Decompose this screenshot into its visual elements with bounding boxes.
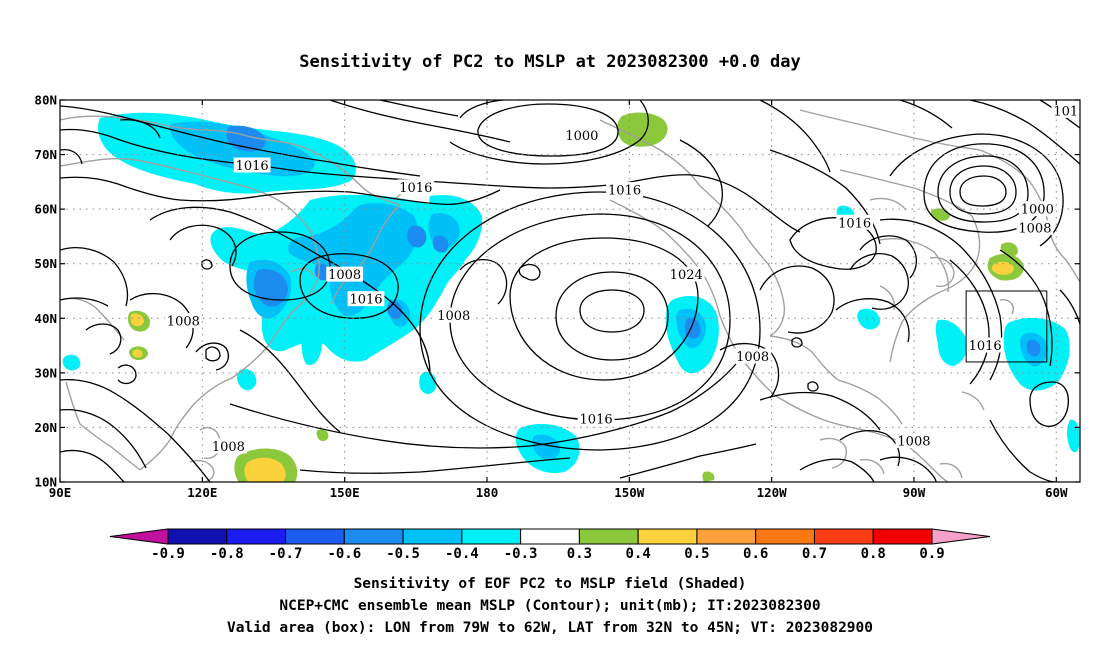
contour-label: 1016: [969, 339, 1002, 354]
lon-tick-label: 90W: [903, 485, 926, 500]
colorbar-label: -0.4: [445, 546, 479, 562]
contour-label-bg: [563, 127, 601, 143]
colorbar-label: 0.6: [743, 546, 768, 562]
contour-label-bg: [1051, 102, 1080, 118]
colorbar-label: -0.7: [269, 546, 303, 562]
colorbar-bin: [755, 528, 815, 545]
contour-label: 1000: [565, 129, 598, 144]
colorbar-label: 0.7: [802, 546, 827, 562]
lon-tick-label: 120W: [757, 485, 788, 500]
colorbar-bin: [578, 528, 639, 545]
contour-label-bg: [966, 337, 1004, 353]
plot-frame: [59, 99, 1081, 483]
lat-tick-label: 20N: [34, 420, 57, 435]
colorbar-bin: [872, 528, 933, 545]
caption-line-3: Valid area (box): LON from 79W to 62W, L…: [227, 620, 873, 636]
contour-label-bg: [577, 411, 615, 427]
colorbar: -0.9 -0.8 -0.7 -0.6 -0.5 -0.4 -0.3 0.3 0.4 0.5 0.6…: [109, 528, 991, 562]
contour-label: 101: [1053, 104, 1078, 119]
contour-label-bg: [1018, 201, 1056, 217]
contour-label: 1008: [212, 440, 245, 455]
colorbar-label: 0.8: [861, 546, 886, 562]
colorbar-bin: [343, 528, 404, 545]
lat-tick-label: 30N: [34, 365, 57, 380]
colorbar-bin: [813, 528, 874, 545]
contour-label: 1000: [1021, 203, 1054, 218]
contour-labels: 1000 101 1016 1016 1016 1000 1016 1008 1008 1024 1…: [164, 102, 1080, 455]
shading-positive-moderate: [130, 261, 1014, 482]
caption-line-1: Sensitivity of EOF PC2 to MSLP field (Sh…: [354, 576, 747, 592]
colorbar-label: -0.8: [210, 546, 244, 562]
contour-label: 1016: [608, 184, 641, 199]
contour-label: 1008: [437, 309, 470, 324]
contour-label: 1008: [167, 315, 200, 330]
contour-label-bg: [836, 214, 874, 230]
lat-tick-label: 10N: [34, 475, 57, 490]
colorbar-low-arrow: [109, 528, 169, 545]
lon-tick-label: 90E: [49, 485, 72, 500]
grid-lines: [60, 100, 1080, 482]
contour-label: 1016: [580, 413, 613, 428]
contour-label: 1024: [670, 268, 703, 283]
colorbar-bin: [696, 528, 757, 545]
valid-area-box: [965, 290, 1048, 363]
latitude-axis: 80N 70N 60N 50N 40N 30N 20N 10N: [34, 93, 1080, 490]
lon-tick-label: 150E: [330, 485, 360, 500]
colorbar-bin: [461, 528, 522, 545]
contour-label-bg: [347, 291, 385, 307]
contour-label-bg: [164, 313, 202, 329]
contour-label: 1016: [236, 159, 269, 174]
plot-area: 1000 101 1016 1016 1016 1000 1016 1008 1008 1024 1…: [60, 100, 1080, 482]
colorbar-bin: [520, 528, 580, 545]
contour-label-bg: [435, 307, 473, 323]
lon-tick-label: 120E: [187, 485, 217, 500]
contour-label: 1008: [897, 435, 930, 450]
lon-tick-label: 60W: [1045, 485, 1068, 500]
colorbar-label: -0.9: [151, 546, 185, 562]
colorbar-label: -0.3: [504, 546, 538, 562]
lat-tick-label: 80N: [34, 93, 57, 108]
colorbar-high-arrow: [931, 528, 991, 545]
lon-tick-label: 150W: [614, 485, 645, 500]
contour-label: 1008: [1018, 222, 1051, 237]
contour-label-bg: [326, 266, 364, 282]
lat-tick-label: 40N: [34, 311, 57, 326]
colorbar-label: 0.5: [684, 546, 709, 562]
contour-label: 1008: [328, 268, 361, 283]
contour-label-bg: [606, 182, 643, 198]
colorbar-bin: [637, 528, 698, 545]
colorbar-label: 0.3: [567, 546, 592, 562]
mslp-contours: [60, 100, 1080, 482]
contour-label: 1016: [399, 181, 432, 196]
contour-label: 1008: [736, 350, 769, 365]
contour-label-bg: [734, 348, 772, 364]
lat-tick-label: 70N: [34, 147, 57, 162]
contour-label-bg: [233, 157, 271, 173]
lat-tick-label: 50N: [34, 256, 57, 271]
contour-label-bg: [895, 433, 933, 449]
contour-label: 1016: [349, 293, 382, 308]
contour-label-bg: [397, 179, 435, 195]
colorbar-label: 0.4: [626, 546, 651, 562]
figure-title: Sensitivity of PC2 to MSLP at 2023082300…: [299, 52, 801, 72]
contour-label-bg: [667, 266, 705, 282]
contour-label-bg: [1016, 220, 1054, 236]
contour-label-bg: [210, 438, 247, 454]
colorbar-bin: [167, 528, 228, 545]
colorbar-label: -0.6: [327, 546, 361, 562]
sensitivity-shading: [62, 112, 1080, 482]
contour-label: 1016: [838, 216, 871, 231]
colorbar-label: -0.5: [386, 546, 420, 562]
colorbar-bin: [285, 528, 345, 545]
colorbar-bin: [402, 528, 463, 545]
lat-tick-label: 60N: [34, 202, 57, 217]
caption-line-2: NCEP+CMC ensemble mean MSLP (Contour); u…: [279, 598, 820, 614]
longitude-axis: 90E 120E 150E 180 150W 120W 90W 60W: [49, 100, 1068, 500]
lon-tick-label: 180: [476, 485, 499, 500]
colorbar-bin: [226, 528, 287, 545]
colorbar-label: 0.9: [919, 546, 944, 562]
